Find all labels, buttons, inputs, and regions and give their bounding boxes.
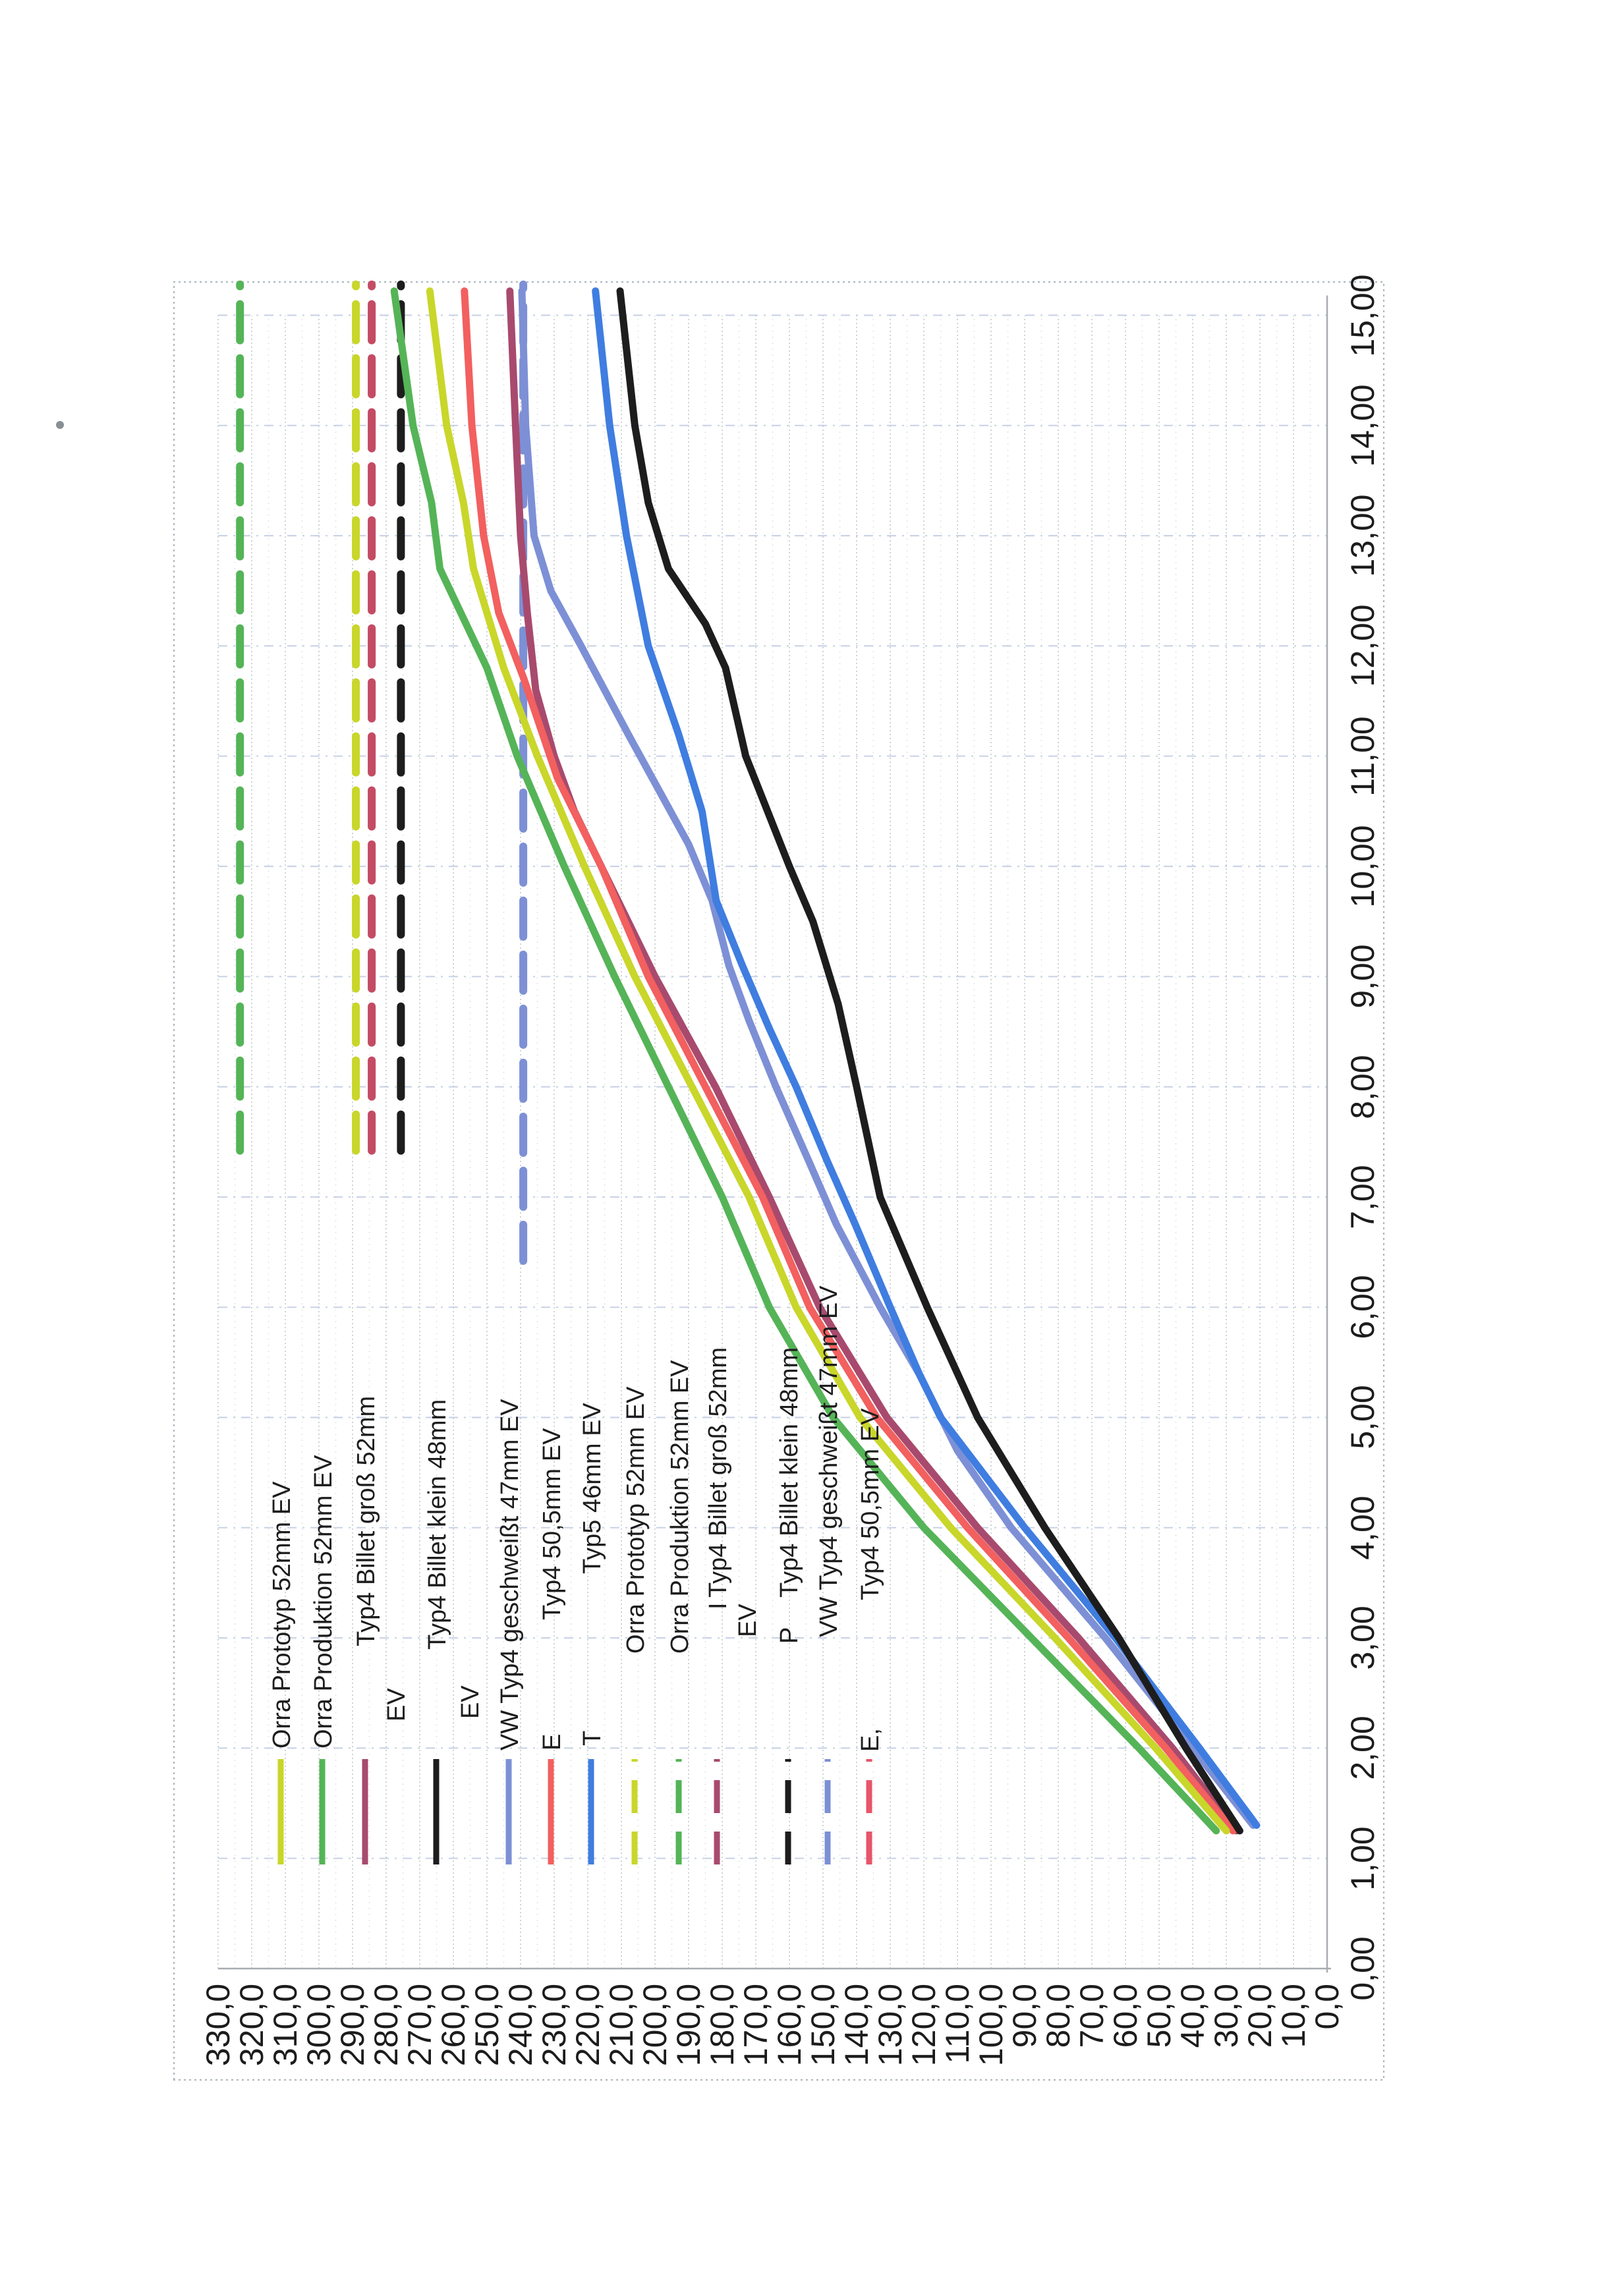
svg-text:12,00: 12,00 xyxy=(1344,604,1381,686)
svg-text:7,00: 7,00 xyxy=(1344,1165,1381,1229)
svg-text:90,0: 90,0 xyxy=(1006,1984,1043,2048)
svg-text:3,00: 3,00 xyxy=(1344,1606,1381,1669)
svg-text:6,00: 6,00 xyxy=(1344,1275,1381,1339)
svg-text:P: P xyxy=(776,1627,803,1644)
svg-text:30,0: 30,0 xyxy=(1208,1984,1245,2048)
svg-text:E,: E, xyxy=(857,1728,884,1752)
svg-text:220,0: 220,0 xyxy=(569,1984,606,2066)
svg-text:60,0: 60,0 xyxy=(1107,1984,1144,2048)
svg-text:110,0: 110,0 xyxy=(939,1984,976,2063)
svg-text:Orra Prototyp 52mm EV: Orra Prototyp 52mm EV xyxy=(268,1481,296,1749)
svg-text:310,0: 310,0 xyxy=(267,1984,304,2066)
svg-text:EV: EV xyxy=(734,1604,762,1637)
svg-text:160,0: 160,0 xyxy=(771,1984,808,2066)
svg-text:4,00: 4,00 xyxy=(1344,1496,1381,1559)
svg-text:270,0: 270,0 xyxy=(401,1984,438,2066)
svg-text:Orra Produktion 52mm EV: Orra Produktion 52mm EV xyxy=(310,1455,337,1749)
svg-text:260,0: 260,0 xyxy=(435,1984,472,2066)
svg-text:8,00: 8,00 xyxy=(1344,1055,1381,1119)
svg-text:250,0: 250,0 xyxy=(469,1984,505,2066)
svg-text:5,00: 5,00 xyxy=(1344,1385,1381,1449)
svg-text:300,0: 300,0 xyxy=(300,1984,337,2066)
svg-text:EV: EV xyxy=(383,1688,411,1722)
svg-text:40,0: 40,0 xyxy=(1174,1984,1211,2048)
svg-text:VW Typ4 geschweißt 47mm EV: VW Typ4 geschweißt 47mm EV xyxy=(496,1399,524,1750)
svg-text:150,0: 150,0 xyxy=(805,1984,841,2066)
svg-text:170,0: 170,0 xyxy=(737,1984,774,2066)
svg-text:14,00: 14,00 xyxy=(1344,384,1381,466)
svg-text:Typ4 50,5mm EV: Typ4 50,5mm EV xyxy=(538,1428,566,1620)
svg-text:VW Typ4 geschweißt 47mm EV: VW Typ4 geschweißt 47mm EV xyxy=(815,1285,843,1637)
svg-text:I: I xyxy=(704,1602,732,1610)
svg-text:190,0: 190,0 xyxy=(670,1984,707,2066)
svg-text:Typ4 Billet groß 52mm: Typ4 Billet groß 52mm xyxy=(353,1396,380,1646)
svg-text:120,0: 120,0 xyxy=(905,1984,942,2066)
svg-text:80,0: 80,0 xyxy=(1040,1984,1077,2048)
svg-text:50,0: 50,0 xyxy=(1141,1984,1178,2048)
svg-text:70,0: 70,0 xyxy=(1073,1984,1110,2048)
svg-text:10,00: 10,00 xyxy=(1344,825,1381,907)
svg-text:180,0: 180,0 xyxy=(704,1984,741,2066)
svg-text:10,0: 10,0 xyxy=(1275,1984,1312,2048)
svg-text:9,00: 9,00 xyxy=(1344,944,1381,1008)
svg-text:130,0: 130,0 xyxy=(872,1984,909,2066)
svg-text:Orra Produktion 52mm EV: Orra Produktion 52mm EV xyxy=(666,1360,694,1654)
svg-text:0,0: 0,0 xyxy=(1309,1984,1346,2030)
svg-text:EV: EV xyxy=(457,1685,484,1719)
svg-text:100,0: 100,0 xyxy=(973,1984,1010,2066)
svg-text:13,00: 13,00 xyxy=(1344,494,1381,576)
svg-text:140,0: 140,0 xyxy=(838,1984,875,2066)
svg-text:2,00: 2,00 xyxy=(1344,1716,1381,1779)
svg-text:290,0: 290,0 xyxy=(334,1984,371,2066)
svg-text:230,0: 230,0 xyxy=(536,1984,573,2066)
svg-text:200,0: 200,0 xyxy=(637,1984,673,2066)
svg-text:T: T xyxy=(579,1731,606,1746)
svg-text:15,00: 15,00 xyxy=(1344,274,1381,356)
svg-text:280,0: 280,0 xyxy=(368,1984,405,2066)
svg-text:Typ4 Billet groß 52mm: Typ4 Billet groß 52mm xyxy=(704,1347,732,1598)
svg-text:Orra Prototyp 52mm EV: Orra Prototyp 52mm EV xyxy=(622,1386,650,1654)
svg-text:11,00: 11,00 xyxy=(1344,716,1381,796)
svg-text:1,00: 1,00 xyxy=(1344,1826,1381,1890)
svg-text:0,00: 0,00 xyxy=(1344,1936,1381,2000)
svg-text:Typ4 Billet klein 48mm: Typ4 Billet klein 48mm xyxy=(776,1347,803,1598)
svg-text:20,0: 20,0 xyxy=(1241,1984,1278,2048)
svg-text:Typ5 46mm EV: Typ5 46mm EV xyxy=(579,1403,606,1574)
svg-text:Typ4 Billet klein 48mm: Typ4 Billet klein 48mm xyxy=(424,1399,451,1650)
svg-text:Typ4 50,5mm EV: Typ4 50,5mm EV xyxy=(857,1408,884,1600)
svg-text:320,0: 320,0 xyxy=(233,1984,270,2066)
svg-text:E: E xyxy=(538,1734,566,1750)
svg-text:330,0: 330,0 xyxy=(200,1984,237,2066)
svg-text:240,0: 240,0 xyxy=(502,1984,539,2066)
svg-text:210,0: 210,0 xyxy=(603,1984,640,2066)
